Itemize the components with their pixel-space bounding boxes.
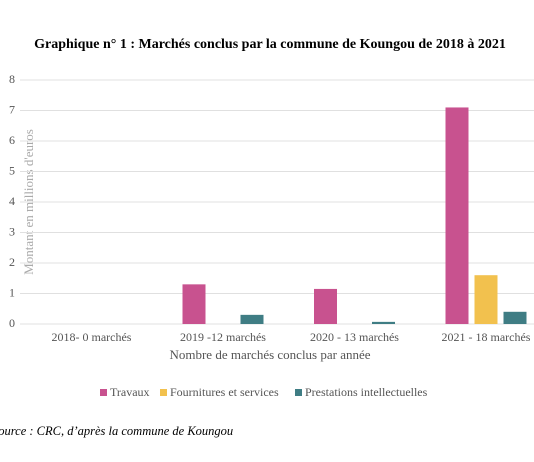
y-tick-label: 7 <box>9 102 15 116</box>
y-tick-label: 8 <box>9 72 15 86</box>
bar <box>240 314 264 324</box>
y-tick-label: 4 <box>9 194 15 208</box>
legend-swatch <box>100 389 107 396</box>
x-tick-label: 2020 - 13 marchés <box>310 330 399 344</box>
x-tick-label: 2019 -12 marchés <box>180 330 266 344</box>
x-tick-label: 2018- 0 marchés <box>52 330 132 344</box>
bar <box>445 107 469 324</box>
legend-label: Prestations intellectuelles <box>305 385 428 399</box>
bar <box>372 321 395 324</box>
bar <box>474 275 498 324</box>
chart-title: Graphique n° 1 : Marchés conclus par la … <box>34 37 506 52</box>
bar <box>182 284 206 324</box>
legend-swatch <box>160 389 167 396</box>
y-tick-label: 1 <box>9 285 15 299</box>
legend-label: Fournitures et services <box>170 385 279 399</box>
bar <box>314 288 337 324</box>
legend-swatch <box>295 389 302 396</box>
y-tick-label: 3 <box>9 224 15 238</box>
y-tick-label: 2 <box>9 255 15 269</box>
x-tick-label: 2021 - 18 marchés <box>442 330 531 344</box>
y-tick-label: 0 <box>9 316 15 330</box>
y-tick-label: 5 <box>9 163 15 177</box>
y-tick-label: 6 <box>9 133 15 147</box>
legend-label: Travaux <box>110 385 150 399</box>
x-axis-title: Nombre de marchés conclus par année <box>169 347 370 362</box>
bar <box>503 311 527 324</box>
source-note: Source : CRC, d’après la commune de Koun… <box>0 424 233 438</box>
